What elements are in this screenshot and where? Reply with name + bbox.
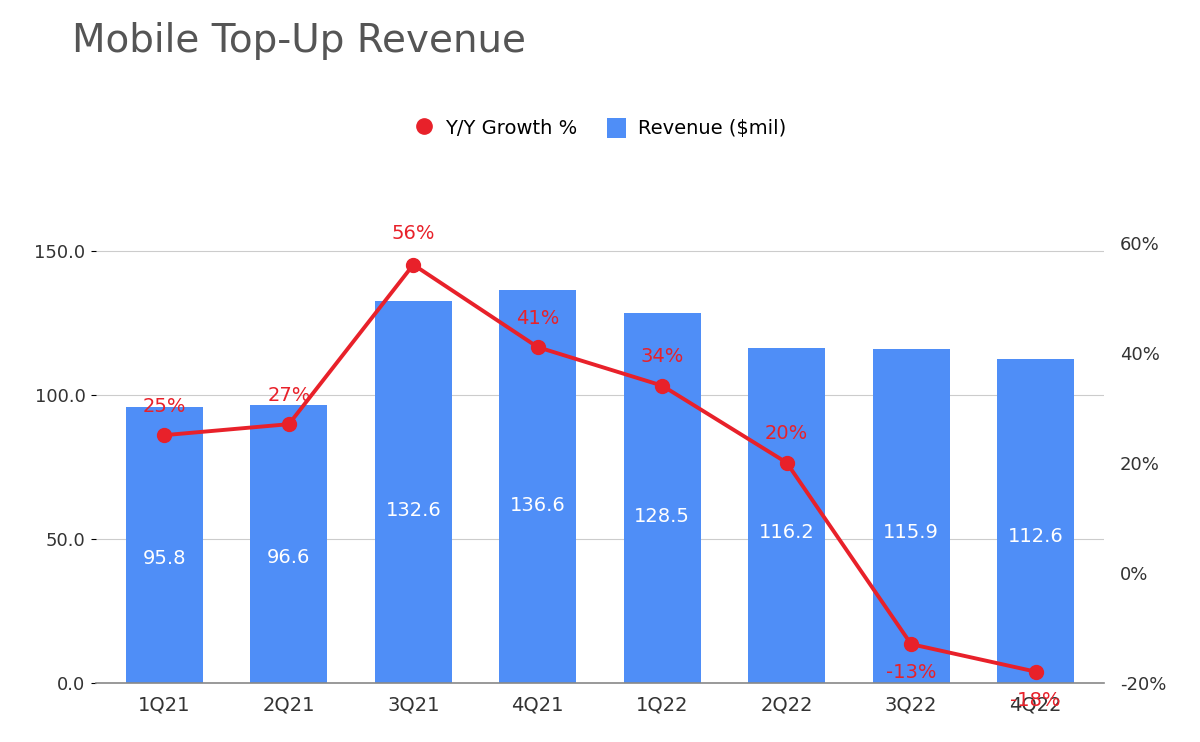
Bar [997,358,1074,683]
Bar [872,349,949,683]
Bar [748,349,826,683]
Text: 20%: 20% [766,424,809,444]
Legend: Y/Y Growth %, Revenue ($mil): Y/Y Growth %, Revenue ($mil) [407,110,793,146]
Bar [374,301,452,683]
Text: 95.8: 95.8 [143,549,186,568]
Text: 34%: 34% [641,347,684,367]
Text: 136.6: 136.6 [510,496,565,515]
Text: 132.6: 132.6 [385,502,442,520]
Text: 128.5: 128.5 [635,507,690,526]
Text: 112.6: 112.6 [1008,528,1063,546]
Text: Mobile Top-Up Revenue: Mobile Top-Up Revenue [72,22,526,60]
Text: 27%: 27% [268,386,311,405]
Text: 41%: 41% [516,309,559,328]
Text: -18%: -18% [1010,691,1061,710]
Text: 115.9: 115.9 [883,523,940,542]
Bar [624,313,701,683]
Text: -13%: -13% [886,663,936,683]
Text: 25%: 25% [143,397,186,416]
Text: 96.6: 96.6 [268,548,311,567]
Bar [499,289,576,683]
Bar [126,407,203,683]
Text: 56%: 56% [391,223,436,243]
Bar [251,404,328,683]
Text: 116.2: 116.2 [758,522,815,542]
